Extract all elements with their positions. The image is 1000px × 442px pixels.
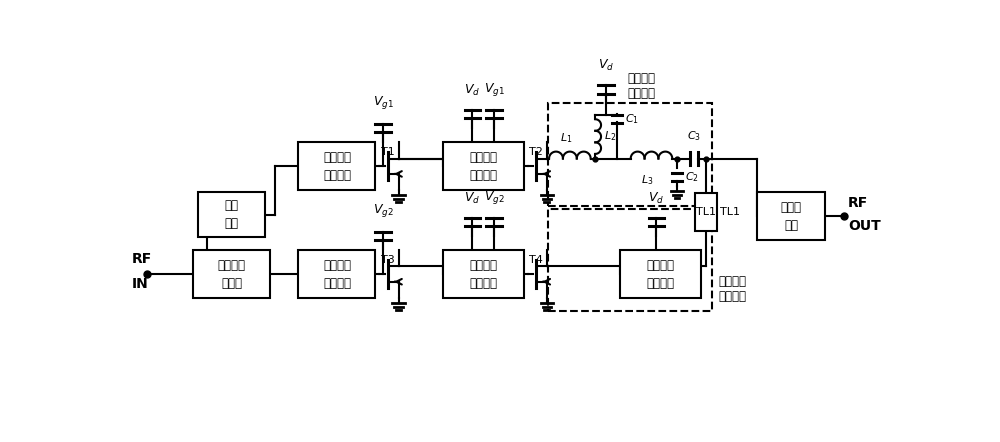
Text: $C_3$: $C_3$ xyxy=(687,130,701,143)
Text: 后匹配
网络: 后匹配 网络 xyxy=(781,201,802,232)
Text: 移相
网络: 移相 网络 xyxy=(224,199,238,230)
FancyBboxPatch shape xyxy=(193,250,270,298)
Text: $V_{g1}$: $V_{g1}$ xyxy=(484,81,504,98)
Text: $V_d$: $V_d$ xyxy=(648,191,665,206)
FancyBboxPatch shape xyxy=(620,250,701,298)
Text: $C_2$: $C_2$ xyxy=(685,170,699,184)
FancyBboxPatch shape xyxy=(298,250,375,298)
Text: 第一输入
匹配网络: 第一输入 匹配网络 xyxy=(323,151,351,182)
Text: 峰值输出
匹配网络: 峰值输出 匹配网络 xyxy=(646,259,674,290)
Text: RF: RF xyxy=(848,196,868,210)
Text: $V_d$: $V_d$ xyxy=(598,58,614,73)
Text: $V_{g1}$: $V_{g1}$ xyxy=(373,94,394,111)
Text: T3: T3 xyxy=(381,255,395,265)
Text: T2: T2 xyxy=(529,147,543,157)
Text: $V_{g2}$: $V_{g2}$ xyxy=(373,202,393,219)
Text: 宽带输入
功分器: 宽带输入 功分器 xyxy=(217,259,245,290)
Text: $V_d$: $V_d$ xyxy=(464,83,481,98)
Text: RF: RF xyxy=(131,252,152,267)
Text: $L_3$: $L_3$ xyxy=(641,173,654,187)
Text: OUT: OUT xyxy=(848,219,881,233)
Text: TL1: TL1 xyxy=(720,207,740,217)
FancyBboxPatch shape xyxy=(298,142,375,190)
Text: T4: T4 xyxy=(529,255,543,265)
FancyBboxPatch shape xyxy=(443,142,524,190)
Text: 第一输出
匹配网络: 第一输出 匹配网络 xyxy=(627,72,655,100)
Text: $L_1$: $L_1$ xyxy=(560,132,572,145)
Text: 第一级间
匹配网络: 第一级间 匹配网络 xyxy=(469,151,497,182)
Text: $L_2$: $L_2$ xyxy=(604,130,616,144)
Text: IN: IN xyxy=(131,277,148,291)
Text: 第二输入
匹配网络: 第二输入 匹配网络 xyxy=(323,259,351,290)
FancyBboxPatch shape xyxy=(695,193,717,231)
Text: $V_{g2}$: $V_{g2}$ xyxy=(484,188,504,206)
FancyBboxPatch shape xyxy=(443,250,524,298)
Text: T1: T1 xyxy=(381,147,395,157)
FancyBboxPatch shape xyxy=(757,192,825,240)
Text: $V_d$: $V_d$ xyxy=(464,191,481,206)
FancyBboxPatch shape xyxy=(198,192,265,237)
Text: TL1: TL1 xyxy=(696,207,716,217)
Text: 第二输出
匹配网络: 第二输出 匹配网络 xyxy=(718,275,746,303)
Text: 第二级间
匹配网络: 第二级间 匹配网络 xyxy=(469,259,497,290)
Text: $C_1$: $C_1$ xyxy=(625,112,639,126)
